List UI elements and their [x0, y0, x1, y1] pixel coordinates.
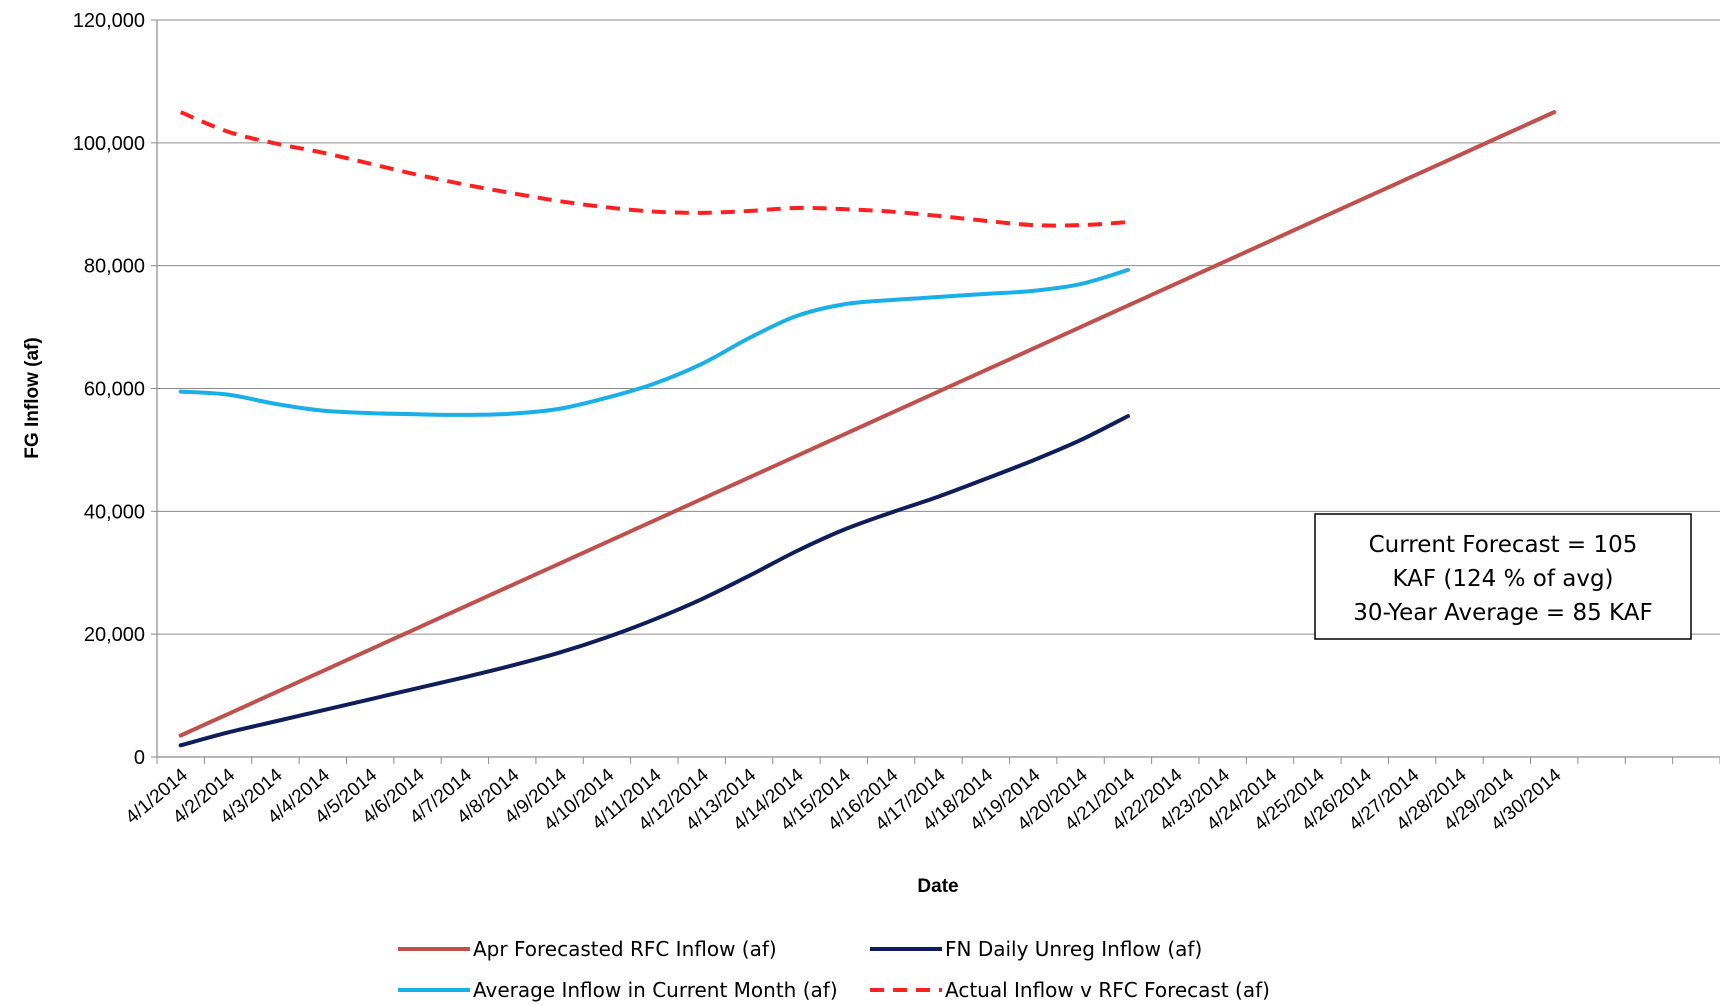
y-tick-label: 0 — [134, 747, 145, 769]
series-fn-daily-unreg-inflow — [178, 414, 1130, 748]
legend-label-actual-inflow: Actual Inflow v RFC Forecast (af) — [945, 978, 1270, 1002]
legend-label-apr-forecasted: Apr Forecasted RFC Inflow (af) — [473, 937, 777, 961]
y-axis-ticks: 0 20,000 40,000 60,000 80,000 100,000 120,000 — [73, 10, 157, 769]
y-tick-label: 60,000 — [84, 379, 145, 401]
y-tick-label: 120,000 — [73, 10, 145, 32]
y-tick-label: 80,000 — [84, 256, 145, 278]
series-apr-forecasted-rfc-inflow — [178, 110, 1557, 738]
y-axis-title: FG Inflow (af) — [22, 337, 43, 458]
legend-label-average-inflow: Average Inflow in Current Month (af) — [473, 978, 838, 1002]
x-axis-ticks: 4/1/20144/2/20144/3/20144/4/20144/5/2014… — [122, 757, 1720, 835]
series-average-inflow-current-month — [178, 267, 1130, 417]
y-tick-label: 20,000 — [84, 624, 145, 646]
y-tick-label: 40,000 — [84, 501, 145, 523]
y-tick-label: 100,000 — [73, 133, 145, 155]
data-series — [178, 110, 1557, 748]
series-actual-inflow-v-rfc-forecast — [179, 110, 1129, 228]
annotation-border — [1314, 513, 1692, 640]
annotation-line-3: 30-Year Average = 85 KAF — [1353, 600, 1652, 626]
x-axis-title: Date — [917, 876, 958, 897]
legend-label-fn-daily: FN Daily Unreg Inflow (af) — [945, 937, 1202, 961]
legend: Apr Forecasted RFC Inflow (af) FN Daily … — [398, 937, 1270, 1002]
annotation-line-2: KAF (124 % of avg) — [1392, 566, 1613, 592]
annotation-line-1: Current Forecast = 105 — [1369, 532, 1638, 558]
annotation-box: Current Forecast = 105 KAF (124 % of avg… — [1314, 513, 1692, 640]
